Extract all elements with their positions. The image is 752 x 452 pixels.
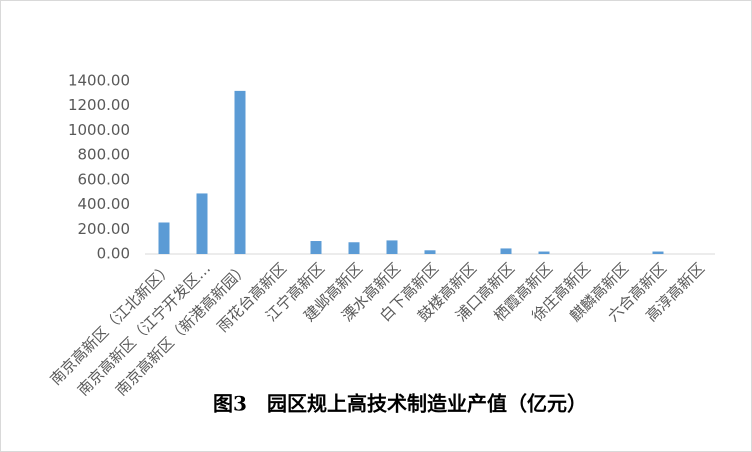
bar bbox=[310, 241, 322, 254]
chart-title: 图3 园区规上高技术制造业产值（亿元） bbox=[213, 392, 587, 416]
bar bbox=[158, 222, 170, 254]
bar bbox=[348, 242, 360, 254]
y-tick-label: 0.00 bbox=[97, 245, 130, 263]
bar bbox=[196, 193, 208, 254]
y-tick-label: 1200.00 bbox=[68, 96, 130, 114]
y-tick-label: 600.00 bbox=[78, 170, 131, 188]
y-tick-label: 400.00 bbox=[78, 195, 131, 213]
bar bbox=[386, 240, 398, 254]
bar bbox=[234, 90, 246, 254]
y-tick-label: 200.00 bbox=[78, 220, 131, 238]
y-tick-label: 1400.00 bbox=[68, 72, 130, 90]
bar bbox=[538, 251, 550, 254]
bar bbox=[500, 248, 512, 254]
y-tick-label: 800.00 bbox=[78, 146, 131, 164]
bar bbox=[652, 251, 664, 254]
bar bbox=[424, 250, 436, 254]
y-tick-label: 1000.00 bbox=[68, 121, 130, 139]
